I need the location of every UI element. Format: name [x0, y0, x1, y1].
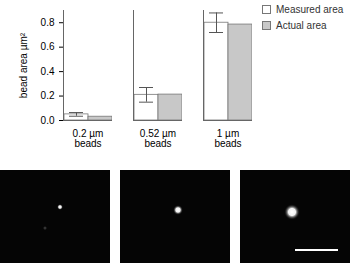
svg-text:0.0: 0.0 [41, 115, 55, 126]
svg-text:bead area µm²: bead area µm² [18, 32, 29, 98]
svg-text:1 µmbeads: 1 µmbeads [214, 128, 241, 149]
svg-text:0.52 µmbeads: 0.52 µmbeads [140, 128, 176, 149]
svg-text:0.2: 0.2 [41, 90, 55, 101]
svg-text:0.6: 0.6 [41, 41, 55, 52]
html-text:Actual area: Actual area [276, 20, 327, 31]
svg-text:0.8: 0.8 [41, 17, 55, 28]
svg-text:0.4: 0.4 [41, 66, 55, 77]
svg-text:0.2 µmbeads: 0.2 µmbeads [73, 128, 104, 149]
html-text:Measured area: Measured area [276, 4, 344, 15]
